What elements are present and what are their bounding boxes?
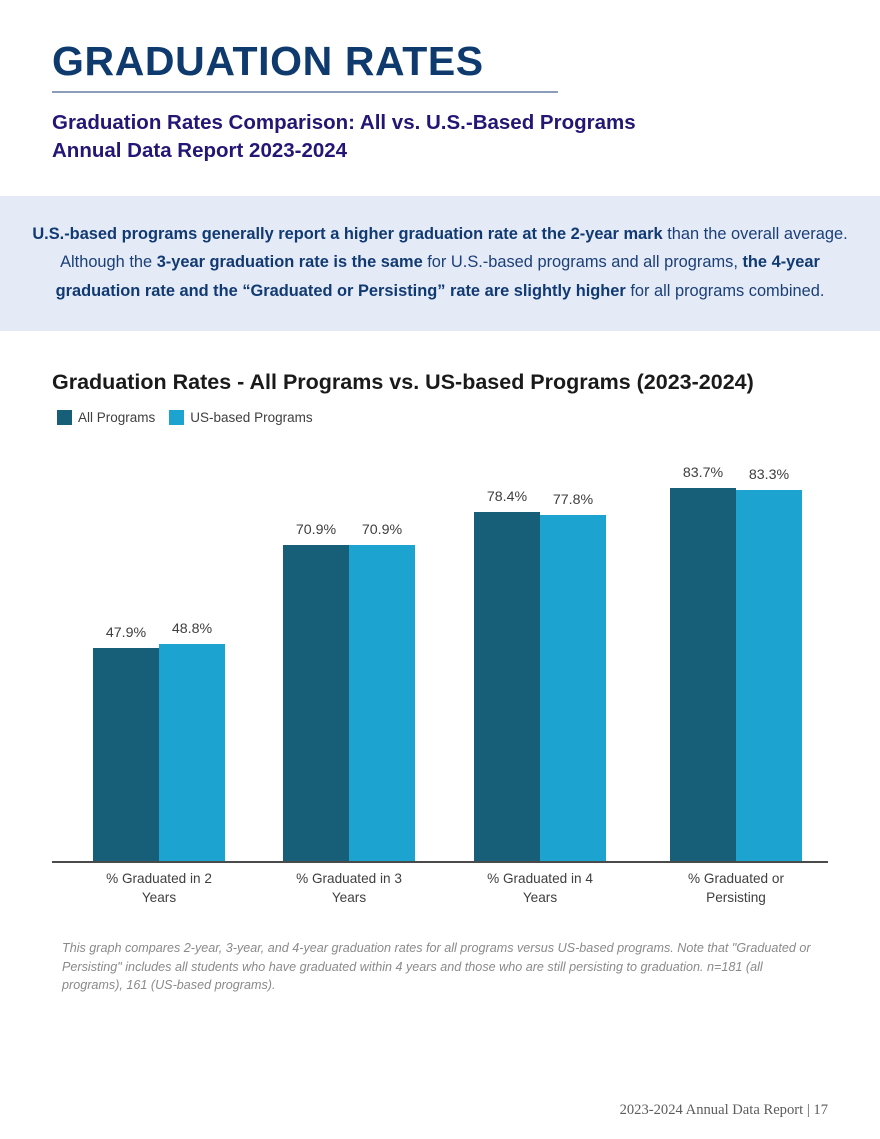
bar-rect <box>283 545 349 861</box>
x-axis-label: % Graduated in 3 Years <box>296 870 402 906</box>
bar-all-programs: 83.7% <box>670 465 736 861</box>
bar-us-based-programs: 48.8% <box>159 621 225 861</box>
bar-us-based-programs: 70.9% <box>349 522 415 861</box>
bar-rect <box>93 647 159 861</box>
title-divider <box>52 91 558 94</box>
bar-rect <box>349 545 415 861</box>
callout-segment-0: U.S.-based programs generally report a h… <box>32 225 663 244</box>
page-header: GRADUATION RATES Graduation Rates Compar… <box>0 0 880 165</box>
bar-rect <box>540 514 606 861</box>
x-axis-label: % Graduated in 2 Years <box>106 870 212 906</box>
bar-rect <box>474 512 540 861</box>
chart-legend: All Programs US-based Programs <box>57 409 828 425</box>
callout-segment-5: for all programs combined. <box>625 281 825 300</box>
chart-plot-area: 47.9% 48.8% 70.9% 70.9% 78.4% 77.8% 83.7% 83.3% <box>52 443 828 863</box>
chart-footnote: This graph compares 2-year, 3-year, and … <box>62 940 811 993</box>
subtitle-line-1: Graduation Rates Comparison: All vs. U.S… <box>52 111 636 135</box>
callout-segment-1: than the overall average. Although the <box>60 225 848 272</box>
bar-value-label: 70.9% <box>295 522 337 539</box>
page-footer: 2023-2024 Annual Data Report | 17 <box>619 1102 828 1118</box>
x-axis-label: % Graduated or Persisting <box>688 870 784 906</box>
bar-value-label: 83.3% <box>748 467 790 484</box>
bar-group: 47.9% 48.8% <box>93 621 225 861</box>
callout-segment-3: for U.S.-based programs and all programs… <box>422 253 743 272</box>
bar-rect <box>670 488 736 861</box>
bar-all-programs: 78.4% <box>474 489 540 861</box>
page-title: GRADUATION RATES <box>52 38 484 84</box>
x-axis-line <box>52 860 828 863</box>
chart-title: Graduation Rates - All Programs vs. US-b… <box>52 369 754 394</box>
bar-group: 78.4% 77.8% <box>474 489 606 861</box>
legend-swatch-icon-us-based-programs <box>169 409 185 425</box>
x-axis-label: % Graduated in 4 Years <box>487 870 593 906</box>
bar-rect <box>736 490 802 861</box>
bar-value-label: 70.9% <box>361 522 403 539</box>
bar-value-label: 78.4% <box>486 489 528 506</box>
x-axis-category-labels: % Graduated in 2 Years % Graduated in 3 Y… <box>52 869 828 915</box>
bar-us-based-programs: 77.8% <box>540 492 606 861</box>
bar-value-label: 48.8% <box>171 620 213 637</box>
bar-all-programs: 70.9% <box>283 522 349 861</box>
callout-segment-4: the 4-year graduation rate and the “Grad… <box>55 253 820 300</box>
legend-item-all-programs: All Programs <box>57 409 156 425</box>
bar-value-label: 83.7% <box>682 465 724 482</box>
legend-item-us-based-programs: US-based Programs <box>169 409 313 425</box>
legend-swatch-icon-all-programs <box>57 409 72 425</box>
bar-all-programs: 47.9% <box>93 625 159 861</box>
chart-block: Graduation Rates - All Programs vs. US-b… <box>0 331 880 995</box>
legend-label-all-programs: All Programs <box>78 409 156 425</box>
callout-band: U.S.-based programs generally report a h… <box>0 196 880 331</box>
bar-value-label: 47.9% <box>105 624 147 641</box>
page-subtitle: Graduation Rates Comparison: All vs. U.S… <box>52 109 828 165</box>
callout-segment-2: 3-year graduation rate is the same <box>156 253 423 272</box>
bar-group: 70.9% 70.9% <box>283 522 415 861</box>
bar-group: 83.7% 83.3% <box>670 465 802 861</box>
subtitle-line-2: Annual Data Report 2023-2024 <box>52 139 348 163</box>
callout-text: U.S.-based programs generally report a h… <box>28 220 852 305</box>
legend-label-us-based-programs: US-based Programs <box>190 409 313 425</box>
bar-value-label: 77.8% <box>552 491 594 508</box>
bar-rect <box>159 643 225 861</box>
bar-us-based-programs: 83.3% <box>736 467 802 861</box>
